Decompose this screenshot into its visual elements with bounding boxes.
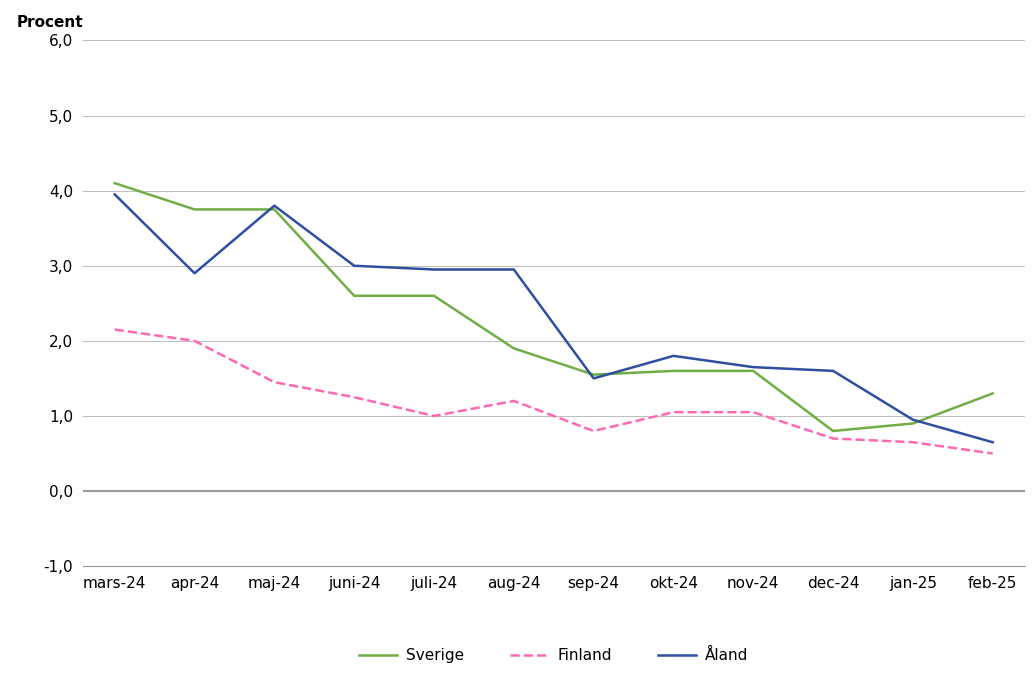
Sverige (907, 419, 919, 427)
Finland (109, 326, 121, 334)
Åland (427, 266, 440, 274)
Åland (268, 202, 280, 210)
Sverige (268, 206, 280, 214)
Åland (348, 262, 360, 270)
Line: Sverige: Sverige (115, 183, 993, 431)
Text: Procent: Procent (17, 15, 84, 30)
Finland (827, 435, 839, 443)
Sverige (588, 371, 600, 379)
Åland (188, 269, 201, 277)
Sverige (747, 367, 760, 375)
Åland (747, 363, 760, 371)
Finland (427, 412, 440, 420)
Sverige (188, 206, 201, 214)
Finland (668, 408, 680, 417)
Åland (109, 190, 121, 198)
Line: Finland: Finland (115, 330, 993, 454)
Line: Åland: Åland (115, 194, 993, 442)
Åland (588, 374, 600, 382)
Finland (268, 378, 280, 386)
Sverige (827, 427, 839, 435)
Åland (907, 416, 919, 424)
Åland (986, 438, 999, 446)
Finland (747, 408, 760, 417)
Sverige (507, 344, 520, 353)
Sverige (668, 367, 680, 375)
Finland (348, 393, 360, 401)
Åland (827, 367, 839, 375)
Legend: Sverige, Finland, Åland: Sverige, Finland, Åland (353, 642, 755, 669)
Finland (588, 427, 600, 435)
Åland (507, 266, 520, 274)
Finland (986, 450, 999, 458)
Sverige (109, 179, 121, 187)
Sverige (348, 292, 360, 300)
Finland (188, 337, 201, 345)
Sverige (986, 390, 999, 398)
Finland (507, 397, 520, 405)
Åland (668, 352, 680, 360)
Sverige (427, 292, 440, 300)
Finland (907, 438, 919, 446)
